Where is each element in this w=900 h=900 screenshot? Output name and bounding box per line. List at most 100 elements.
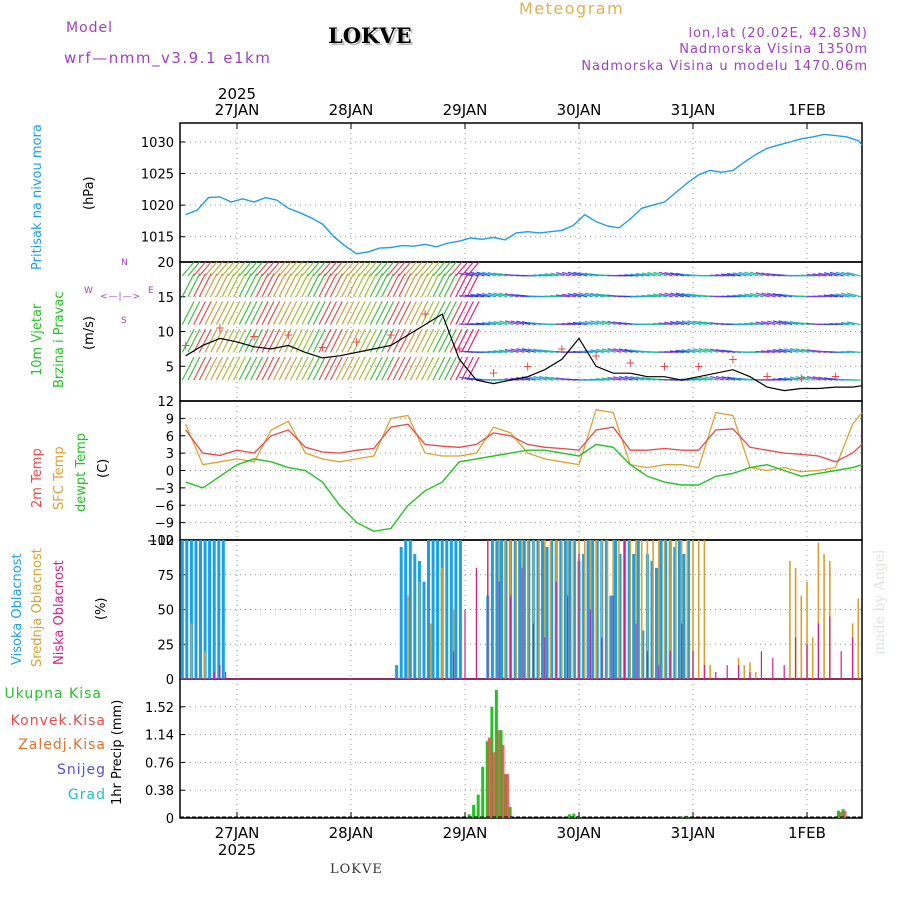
wind-dir-S: S — [121, 316, 127, 326]
wind-arrow — [210, 356, 224, 381]
wind-arrow — [404, 328, 417, 353]
wind-arrow — [476, 322, 491, 326]
wind-arrow — [573, 271, 588, 277]
wind-arrow — [432, 328, 446, 353]
wind-arrow — [567, 271, 582, 277]
wind-arrow — [295, 356, 309, 381]
wind-arrow — [187, 328, 201, 353]
cloud-bar — [572, 540, 576, 679]
bottom-time-axis: 27JAN 28JAN 29JAN 30JAN 31JAN 1FEB 2025 — [215, 812, 826, 859]
wind-arrow — [335, 301, 349, 325]
wind-arrow — [658, 322, 673, 326]
wind-arrow — [221, 261, 235, 277]
cloud-bar — [738, 665, 740, 679]
wind-arrow — [369, 301, 383, 325]
wind-arrow — [443, 301, 457, 325]
y-tick-label: 0.38 — [145, 784, 174, 799]
wind-arrow — [392, 273, 406, 298]
wind-arrow — [641, 294, 656, 298]
cloud-bar — [578, 553, 580, 679]
precip-bar — [467, 814, 471, 818]
day-label-bottom: 29JAN — [443, 824, 488, 842]
wind-arrow — [369, 273, 383, 298]
wind-arrow — [318, 356, 332, 381]
wind-arrow — [590, 378, 605, 381]
wind-arrow — [687, 348, 702, 353]
y-tick-label: −3 — [155, 482, 174, 497]
wind-arrow — [704, 348, 719, 353]
wind-arrow — [216, 261, 229, 277]
wind-arrow — [181, 273, 195, 298]
wind-arrow — [443, 328, 457, 353]
wind-arrow — [221, 301, 235, 325]
wind-arrow — [692, 320, 707, 326]
wind-arrow — [533, 274, 548, 277]
precip-bar — [843, 810, 847, 818]
wind-arrow — [499, 292, 514, 298]
wind-arrow — [204, 356, 218, 381]
wind-arrow — [726, 295, 741, 298]
wind-arrow — [233, 273, 246, 298]
wind-arrow — [432, 356, 446, 381]
wind-arrow — [767, 320, 781, 326]
wind-arrow — [744, 293, 759, 298]
wind-arrow — [630, 273, 645, 277]
cloud-bar — [800, 595, 803, 679]
wind-arrow — [504, 320, 519, 326]
gust-marker: + — [454, 342, 464, 356]
wind-arrow — [204, 261, 218, 277]
precip-bar — [476, 794, 480, 818]
wind-arrow — [221, 273, 235, 298]
wind-arrow — [601, 377, 616, 381]
cloud-bar — [498, 581, 500, 679]
wind-arrow — [415, 328, 429, 353]
wind-arrow — [347, 273, 360, 298]
wind-arrow — [590, 320, 605, 326]
cloud-bar — [640, 540, 643, 679]
wind-arrow — [387, 261, 400, 277]
wind-arrow — [364, 356, 378, 381]
wind-arrow — [835, 322, 850, 326]
wind-arrow — [527, 376, 542, 381]
wind-arrow — [215, 273, 229, 298]
wind-arrow — [461, 328, 474, 353]
wind-arrow — [238, 356, 252, 381]
wind-arrow — [358, 261, 372, 277]
wind-arrow — [578, 350, 593, 353]
wind-arrow — [749, 292, 764, 298]
precip-bar — [501, 744, 505, 818]
cloud-bar — [591, 540, 595, 679]
wind-speed-line — [185, 313, 863, 392]
wind-arrow — [312, 261, 326, 277]
wind-arrow — [778, 348, 793, 353]
wind-arrow — [312, 301, 326, 325]
temp-2m-line — [185, 423, 863, 463]
cloud-bar — [572, 540, 575, 679]
wind-arrow — [295, 273, 309, 298]
wind-arrow — [193, 273, 207, 298]
wind-arrow — [795, 376, 810, 381]
wind-arrow — [415, 261, 429, 277]
wind-arrow — [381, 328, 395, 353]
panel-frame — [179, 678, 863, 819]
wind-arrow — [652, 322, 667, 326]
gust-marker: + — [625, 356, 635, 370]
cloud-bar — [632, 553, 636, 679]
wind-arrow — [681, 320, 696, 326]
wind-arrow — [426, 356, 440, 381]
wind-arrow — [290, 301, 303, 325]
wind-arrow — [670, 292, 685, 298]
wind-arrow — [653, 271, 667, 277]
wind-arrow — [438, 261, 452, 277]
y-tick-label: 1.14 — [145, 729, 174, 744]
precip-legend-convective: Konvek.Kisa — [10, 713, 106, 729]
cloud-bar — [180, 540, 184, 679]
wind-arrow — [455, 301, 469, 325]
wind-arrow — [375, 356, 389, 381]
precip-bar — [492, 752, 496, 818]
wind-arrow — [255, 301, 269, 325]
cloud-bar — [754, 672, 757, 679]
wind-arrow — [829, 293, 844, 298]
wind-arrow — [250, 261, 263, 277]
gust-marker: + — [557, 342, 567, 356]
